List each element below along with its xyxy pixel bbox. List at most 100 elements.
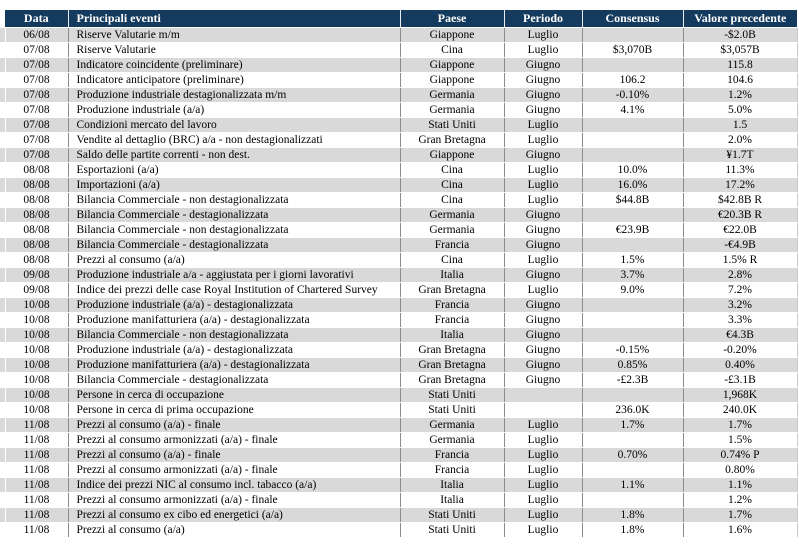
cell-country: Giappone <box>399 72 504 88</box>
table-row: 11/08 Prezzi al consumo (a/a) Stati Uniti L… <box>0 522 798 538</box>
cell-country: Cina <box>399 252 504 268</box>
row-gutter <box>0 192 5 208</box>
cell-consensus <box>581 327 683 343</box>
column-header-consensus: Consensus <box>581 10 683 28</box>
cell-event: Persone in cerca di prima occupazione <box>67 402 400 418</box>
cell-consensus <box>581 117 683 133</box>
cell-date: 07/08 <box>4 117 68 133</box>
table-body: 06/08 Riserve Valutarie m/m Giappone Luglio… <box>0 27 798 538</box>
cell-consensus: 0.85% <box>581 357 683 373</box>
row-gutter <box>0 462 5 478</box>
cell-period: Giugno <box>503 72 582 88</box>
cell-consensus: €23.9B <box>581 222 683 238</box>
cell-event: Prezzi al consumo (a/a) - finale <box>67 447 400 463</box>
row-gutter <box>0 117 5 133</box>
row-gutter <box>0 297 5 313</box>
row-gutter <box>0 507 5 523</box>
table-row: 08/08 Prezzi al consumo (a/a) Cina Luglio 1.… <box>0 252 798 268</box>
table-row: 07/08 Produzione industriale (a/a) Germani… <box>0 102 798 118</box>
cell-previous-value: 11.3% <box>682 162 798 178</box>
cell-previous-value: -€4.9B <box>682 237 798 253</box>
cell-country: Gran Bretagna <box>399 342 504 358</box>
table-row: 11/08 Prezzi al consumo armonizzati (a/a)… <box>0 492 798 508</box>
table-row: 11/08 Prezzi al consumo (a/a) - finale Ger… <box>0 417 798 433</box>
cell-country: Giappone <box>399 27 504 43</box>
cell-country: Stati Uniti <box>399 387 504 403</box>
table-row: 10/08 Persone in cerca di prima occupazio… <box>0 402 798 418</box>
header-row: Data Principali eventi Paese Periodo Con… <box>0 10 797 28</box>
cell-consensus: 0.70% <box>581 447 683 463</box>
cell-country: Stati Uniti <box>399 507 504 523</box>
cell-date: 11/08 <box>4 477 68 493</box>
cell-previous-value: €22.0B <box>682 222 798 238</box>
cell-previous-value: 3.3% <box>682 312 798 328</box>
column-header-period: Periodo <box>503 10 582 28</box>
cell-consensus <box>581 297 683 313</box>
cell-event: Prezzi al consumo armonizzati (a/a) - fi… <box>67 432 400 448</box>
row-gutter <box>0 447 5 463</box>
table-row: 10/08 Produzione industriale (a/a) - dest… <box>0 297 798 313</box>
cell-period: Luglio <box>503 417 582 433</box>
cell-consensus: 1.7% <box>581 417 683 433</box>
table-row: 08/08 Esportazioni (a/a) Cina Luglio 10.0% 11… <box>0 162 798 178</box>
cell-date: 11/08 <box>4 522 68 538</box>
cell-country: Germania <box>399 417 504 433</box>
cell-date: 10/08 <box>4 312 68 328</box>
cell-consensus: 236.0K <box>581 402 683 418</box>
cell-previous-value: 1.5 <box>682 117 798 133</box>
table-row: 11/08 Prezzi al consumo ex cibo ed energe… <box>0 507 798 523</box>
cell-date: 07/08 <box>4 132 68 148</box>
cell-previous-value: 1.2% <box>682 87 798 103</box>
cell-period: Luglio <box>503 507 582 523</box>
row-gutter <box>0 282 5 298</box>
table-row: 10/08 Produzione manifatturiera (a/a) - d… <box>0 312 798 328</box>
cell-period: Giugno <box>503 207 582 223</box>
cell-previous-value: 1.5% R <box>682 252 798 268</box>
cell-previous-value: 7.2% <box>682 282 798 298</box>
cell-event: Prezzi al consumo ex cibo ed energetici … <box>67 507 400 523</box>
cell-consensus: 10.0% <box>581 162 683 178</box>
table-row: 11/08 Prezzi al consumo armonizzati (a/a)… <box>0 432 798 448</box>
cell-country: Gran Bretagna <box>399 372 504 388</box>
table-row: 11/08 Prezzi al consumo (a/a) - finale Fra… <box>0 447 798 463</box>
table-row: 10/08 Persone in cerca di occupazione Stat… <box>0 387 798 403</box>
row-gutter <box>0 132 5 148</box>
cell-previous-value: ¥1.7T <box>682 147 798 163</box>
cell-event: Produzione manifatturiera (a/a) - destag… <box>67 312 400 328</box>
cell-country: Italia <box>399 492 504 508</box>
table-row: 10/08 Bilancia Commerciale - destagionali… <box>0 372 798 388</box>
cell-period: Giugno <box>503 297 582 313</box>
cell-previous-value: 0.74% P <box>682 447 798 463</box>
cell-date: 08/08 <box>4 192 68 208</box>
row-gutter <box>0 162 5 178</box>
row-gutter <box>0 312 5 328</box>
cell-country: Cina <box>399 162 504 178</box>
table-row: 08/08 Importazioni (a/a) Cina Luglio 16.0% 17… <box>0 177 798 193</box>
table-row: 07/08 Condizioni mercato del lavoro Stati … <box>0 117 798 133</box>
cell-country: Gran Bretagna <box>399 132 504 148</box>
cell-date: 06/08 <box>4 27 68 43</box>
cell-country: Gran Bretagna <box>399 282 504 298</box>
row-gutter <box>0 477 5 493</box>
cell-period: Luglio <box>503 522 582 538</box>
cell-consensus: $3,070B <box>581 42 683 58</box>
table-row: 10/08 Produzione industriale (a/a) - dest… <box>0 342 798 358</box>
cell-date: 09/08 <box>4 267 68 283</box>
cell-event: Prezzi al consumo (a/a) <box>67 252 400 268</box>
cell-previous-value: 1.2% <box>682 492 798 508</box>
table-row: 07/08 Saldo delle partite correnti - non … <box>0 147 798 163</box>
cell-date: 10/08 <box>4 327 68 343</box>
table-row: 07/08 Indicatore coincidente (preliminare… <box>0 57 798 73</box>
cell-event: Riserve Valutarie m/m <box>67 27 400 43</box>
cell-previous-value: 5.0% <box>682 102 798 118</box>
cell-date: 10/08 <box>4 342 68 358</box>
cell-consensus <box>581 57 683 73</box>
cell-previous-value: 0.40% <box>682 357 798 373</box>
cell-country: Stati Uniti <box>399 522 504 538</box>
cell-previous-value: 1.7% <box>682 417 798 433</box>
table-row: 07/08 Riserve Valutarie Cina Luglio $3,070B $… <box>0 42 798 58</box>
cell-period: Giugno <box>503 222 582 238</box>
cell-consensus: -0.15% <box>581 342 683 358</box>
cell-country: Giappone <box>399 147 504 163</box>
cell-period: Giugno <box>503 357 582 373</box>
